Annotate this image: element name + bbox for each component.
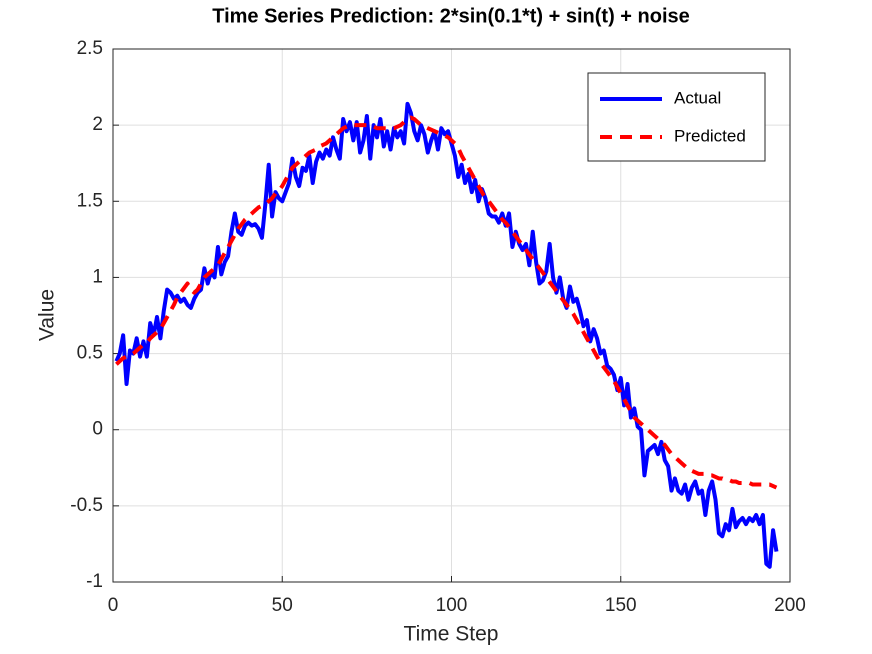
y-axis-label: Value bbox=[36, 289, 59, 341]
series-line bbox=[114, 101, 779, 569]
x-tick-label: 0 bbox=[108, 595, 119, 616]
legend-label: Actual bbox=[674, 88, 721, 107]
y-tick-label: -1 bbox=[86, 571, 103, 592]
x-tick-label: 100 bbox=[436, 595, 468, 616]
y-tick-label: 0 bbox=[92, 419, 103, 440]
x-tick-label: 150 bbox=[605, 595, 637, 616]
y-tick-label: 1.5 bbox=[77, 190, 103, 211]
y-tick-label: 1 bbox=[92, 266, 103, 287]
legend-box bbox=[587, 72, 766, 162]
y-tick-label: -0.5 bbox=[70, 495, 103, 516]
chart-title: Time Series Prediction: 2*sin(0.1*t) + s… bbox=[212, 5, 690, 27]
plot-frame bbox=[112, 48, 791, 583]
x-axis-label: Time Step bbox=[404, 623, 499, 646]
legend-label: Predicted bbox=[674, 126, 746, 145]
y-tick-label: 2 bbox=[92, 114, 103, 135]
x-tick-label: 200 bbox=[774, 595, 806, 616]
y-tick-label: 2.5 bbox=[77, 38, 103, 59]
series-line bbox=[115, 115, 778, 490]
x-tick-label: 50 bbox=[272, 595, 293, 616]
y-tick-label: 0.5 bbox=[77, 343, 103, 364]
